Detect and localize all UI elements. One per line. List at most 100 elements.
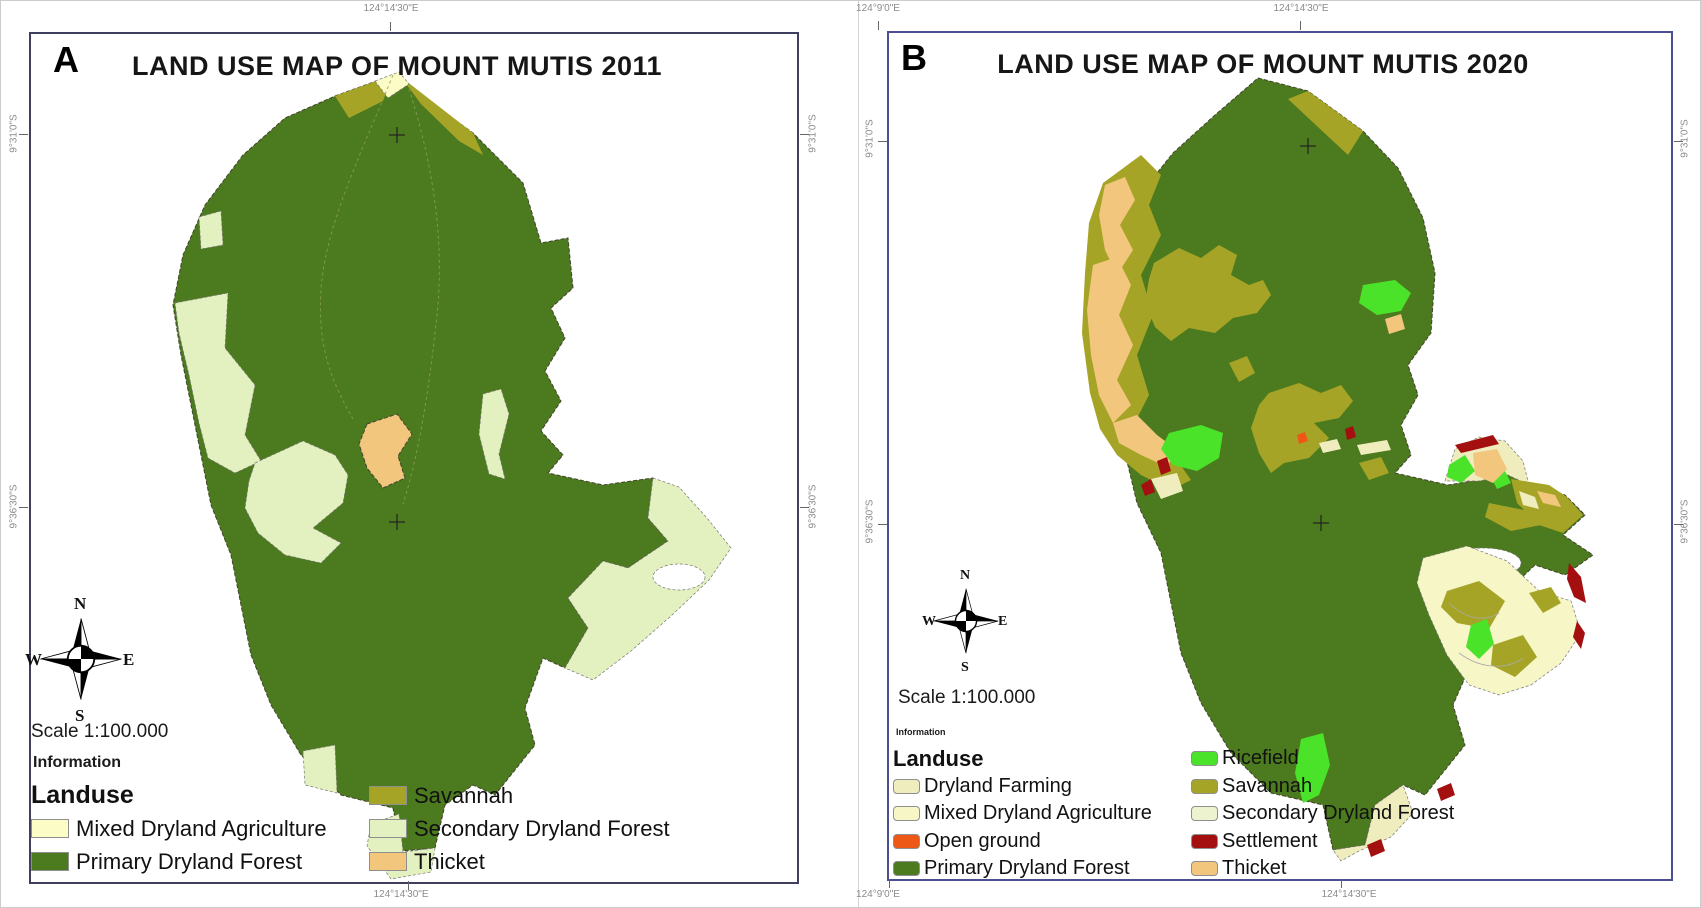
compass-star-icon — [933, 588, 999, 654]
scale-text-a: Scale 1:100.000 — [31, 721, 169, 742]
scale-text-b: Scale 1:100.000 — [898, 687, 1036, 708]
legend-swatch — [1191, 833, 1218, 849]
legend-item: Ricefield — [1191, 745, 1489, 773]
tick-right-lower-b — [1674, 524, 1683, 525]
legend-label: Secondary Dryland Forest — [414, 815, 670, 841]
legend-label: Open ground — [924, 829, 1041, 852]
legend-label: Thicket — [1222, 857, 1287, 880]
tick-left-upper-a — [19, 134, 28, 135]
land-use-map-2020 — [1082, 77, 1594, 862]
tick-right-upper-b — [1674, 141, 1683, 142]
coord-top-center-b: 124°14'30"E — [1273, 3, 1329, 14]
legend-item: Thicket — [369, 845, 707, 878]
legend-label: Mixed Dryland Agriculture — [924, 802, 1152, 825]
landuse-heading-b: Landuse — [893, 745, 984, 771]
legend-swatch — [31, 852, 69, 871]
information-heading-b: Information — [896, 727, 946, 737]
coord-right-upper-b: 9°31'0"S — [1679, 119, 1691, 158]
legend-label: Ricefield — [1222, 747, 1299, 770]
legend-item: Dryland Farming — [893, 773, 1191, 801]
legend-column: Landuse Mixed Dryland Agriculture Primary… — [31, 779, 369, 878]
legend-2020: Landuse Dryland Farming Mixed Dryland Agr… — [893, 745, 1489, 883]
coord-bottom-left-b: 124°9'0"E — [856, 889, 900, 900]
compass-n-label: N — [74, 594, 87, 613]
map-title-2011: LAND USE MAP OF MOUNT MUTIS 2011 — [131, 51, 663, 81]
legend-swatch — [893, 806, 920, 822]
tick-right-upper-a — [800, 134, 809, 135]
coord-right-lower-a: 9°36'30"S — [807, 484, 819, 529]
legend-label: Primary Dryland Forest — [924, 857, 1130, 880]
tick-top-left-b — [878, 21, 879, 30]
legend-item: Savannah — [369, 779, 707, 812]
coord-left-lower-b: 9°36'30"S — [864, 499, 876, 544]
legend-label: Settlement — [1222, 829, 1318, 852]
coord-left-upper-b: 9°31'0"S — [864, 119, 876, 158]
compass-rose-a: N W E S — [25, 594, 135, 726]
legend-2011: Landuse Mixed Dryland Agriculture Primary… — [31, 779, 707, 878]
legend-swatch — [893, 778, 920, 794]
tick-top-center-b — [1300, 21, 1301, 30]
legend-item: Settlement — [1191, 828, 1489, 856]
legend-swatch — [1191, 806, 1218, 822]
coord-bottom-center-b: 124°14'30"E — [1321, 889, 1377, 900]
map-title-2020: LAND USE MAP OF MOUNT MUTIS 2020 — [997, 49, 1529, 79]
legend-label: Savannah — [414, 782, 514, 808]
legend-label: Primary Dryland Forest — [76, 848, 303, 874]
legend-label: Savannah — [1222, 774, 1313, 797]
legend-item: Thicket — [1191, 855, 1489, 883]
legend-item: Secondary Dryland Forest — [1191, 800, 1489, 828]
panel-separator — [858, 1, 859, 907]
tick-bottom-center-b — [1341, 879, 1342, 888]
legend-item: Primary Dryland Forest — [31, 845, 369, 878]
coord-left-upper-a: 9°31'0"S — [8, 114, 20, 153]
legend-swatch — [369, 852, 407, 871]
tick-right-lower-a — [800, 507, 809, 508]
legend-swatch — [893, 833, 920, 849]
compass-s-label: S — [961, 660, 969, 675]
landuse-heading-a: Landuse — [31, 781, 134, 809]
compass-e-label: E — [998, 614, 1008, 629]
legend-item: Savannah — [1191, 773, 1489, 801]
legend-item: Primary Dryland Forest — [893, 855, 1191, 883]
coord-left-lower-a: 9°36'30"S — [8, 484, 20, 529]
legend-item: Secondary Dryland Forest — [369, 812, 707, 845]
legend-swatch — [31, 819, 69, 838]
legend-column: Ricefield Savannah Secondary Dryland Fores… — [1191, 745, 1489, 883]
legend-label: Thicket — [414, 848, 485, 874]
panel-letter-b: B — [901, 37, 927, 78]
tick-top-a — [390, 22, 391, 31]
panel-letter-a: A — [53, 39, 79, 80]
compass-w-label: W — [922, 614, 936, 629]
compass-star-icon — [40, 618, 122, 700]
tick-left-lower-b — [878, 524, 887, 525]
coord-top-a: 124°14'30"E — [363, 3, 419, 14]
legend-label: Dryland Farming — [924, 774, 1072, 797]
coord-bottom-a: 124°14'30"E — [373, 889, 429, 900]
compass-e-label: E — [123, 650, 135, 669]
coord-top-left-b: 124°9'0"E — [856, 3, 900, 14]
legend-items: Savannah Secondary Dryland Forest Thicket — [369, 779, 707, 878]
compass-rose-b: N W E S — [922, 568, 1008, 676]
legend-swatch — [893, 861, 920, 877]
tick-bottom-left-b — [889, 879, 890, 888]
compass-w-label: W — [25, 650, 42, 669]
legend-column: Landuse Dryland Farming Mixed Dryland Agr… — [893, 745, 1191, 883]
legend-label: Mixed Dryland Agriculture — [76, 815, 327, 841]
legend-swatch — [369, 786, 407, 805]
tick-bottom-a — [408, 881, 409, 890]
coord-right-upper-a: 9°31'0"S — [807, 114, 819, 153]
tick-left-upper-b — [878, 141, 887, 142]
legend-swatch — [369, 819, 407, 838]
legend-item: Mixed Dryland Agriculture — [893, 800, 1191, 828]
information-heading-a: Information — [33, 754, 121, 771]
coord-right-lower-b: 9°36'30"S — [1679, 499, 1691, 544]
compass-s-label: S — [75, 706, 85, 725]
compass-n-label: N — [960, 568, 971, 583]
legend-swatch — [1191, 778, 1218, 794]
legend-column: Savannah Secondary Dryland Forest Thicket — [369, 779, 707, 878]
tick-left-lower-a — [19, 507, 28, 508]
legend-item: Mixed Dryland Agriculture — [31, 812, 369, 845]
legend-label: Secondary Dryland Forest — [1222, 802, 1455, 825]
legend-swatch — [1191, 751, 1218, 767]
